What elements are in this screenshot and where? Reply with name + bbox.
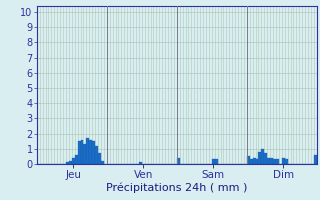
Bar (98, 153, 101, 164)
Bar (256, 159, 259, 164)
Bar (267, 158, 270, 164)
Bar (250, 159, 252, 164)
Bar (252, 158, 256, 164)
Bar (212, 159, 215, 164)
Bar (89, 140, 92, 164)
Bar (139, 162, 142, 164)
Bar (72, 158, 75, 164)
Bar (69, 161, 72, 164)
Bar (276, 159, 279, 164)
Bar (177, 158, 180, 164)
Bar (84, 144, 86, 164)
Bar (285, 159, 288, 164)
Bar (78, 141, 81, 164)
Bar (270, 158, 273, 164)
Bar (282, 158, 285, 164)
Bar (75, 155, 78, 164)
Bar (264, 153, 267, 164)
Bar (259, 152, 261, 164)
Bar (81, 140, 84, 164)
Bar (66, 162, 69, 164)
Bar (261, 149, 264, 164)
Bar (101, 161, 104, 164)
Bar (247, 156, 250, 164)
Bar (86, 138, 89, 164)
X-axis label: Précipitations 24h ( mm ): Précipitations 24h ( mm ) (106, 182, 247, 193)
Bar (314, 155, 317, 164)
Bar (215, 159, 218, 164)
Bar (273, 159, 276, 164)
Bar (92, 141, 95, 164)
Bar (95, 146, 98, 164)
